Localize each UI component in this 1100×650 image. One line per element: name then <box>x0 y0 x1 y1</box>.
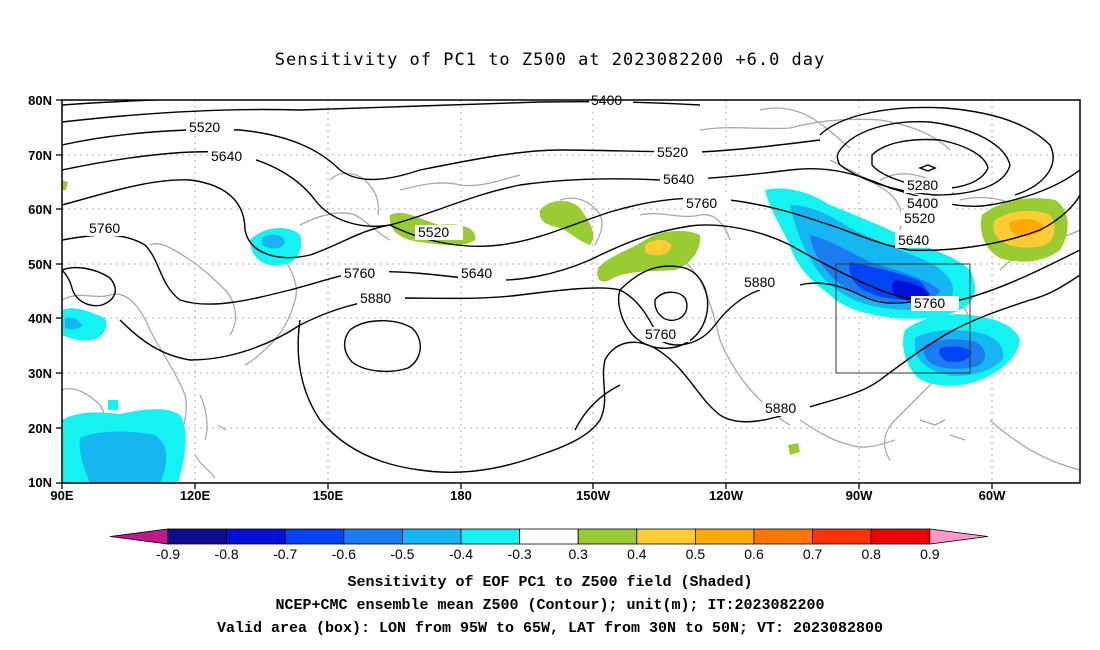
lon-label: 120E <box>180 488 211 503</box>
colorbar-swatch <box>636 528 696 545</box>
contour-label: 5280 <box>907 177 938 193</box>
lat-label: 80N <box>28 93 52 108</box>
contour-label: 5640 <box>663 171 694 187</box>
colorbar <box>109 528 988 545</box>
lon-label: 90E <box>50 488 73 503</box>
colorbar-swatch <box>226 528 286 545</box>
contour-label: 5880 <box>744 274 775 290</box>
lat-label: 40N <box>28 311 52 326</box>
colorbar-swatch <box>460 528 520 545</box>
colorbar-swatch <box>519 528 579 545</box>
caption-line-1: Sensitivity of EOF PC1 to Z500 field (Sh… <box>347 574 753 591</box>
contour-label: 5880 <box>360 290 391 306</box>
contour-label: 5520 <box>189 119 220 135</box>
contour-label: 5760 <box>914 295 945 311</box>
colorbar-low-end <box>109 528 169 545</box>
colorbar-swatch <box>577 528 638 545</box>
lat-label: 20N <box>28 421 52 436</box>
colorbar-label: -0.4 <box>449 546 473 562</box>
lat-label: 70N <box>28 148 52 163</box>
lon-label: 90W <box>846 488 873 503</box>
contour-label: 5520 <box>657 144 688 160</box>
lat-label: 30N <box>28 366 52 381</box>
colorbar-label: -0.6 <box>332 546 356 562</box>
colorbar-label: -0.8 <box>215 546 239 562</box>
contour-label: 5520 <box>904 210 935 226</box>
contour-label: 5760 <box>686 195 717 211</box>
colorbar-label: -0.3 <box>508 546 532 562</box>
colorbar-swatch <box>753 528 813 545</box>
chart-title: Sensitivity of PC1 to Z500 at 2023082200… <box>274 50 826 70</box>
colorbar-label: 0.9 <box>920 546 940 562</box>
contour-label: 5640 <box>211 148 242 164</box>
colorbar-label: -0.7 <box>273 546 297 562</box>
lat-label: 10N <box>28 475 52 490</box>
contour-label: 5640 <box>461 265 492 281</box>
contour-label: 5760 <box>645 326 676 342</box>
colorbar-swatch <box>401 528 462 545</box>
caption-line-3: Valid area (box): LON from 95W to 65W, L… <box>216 620 884 637</box>
colorbar-label: 0.7 <box>803 546 823 562</box>
colorbar-label: 0.8 <box>861 546 881 562</box>
colorbar-swatch <box>870 528 931 545</box>
contour-label: 5760 <box>344 265 375 281</box>
lon-label: 180 <box>450 488 472 503</box>
lon-label: 150E <box>313 488 344 503</box>
contour-label: 5640 <box>898 232 929 248</box>
contour-label: 5520 <box>418 224 449 240</box>
sensitivity-map: 5400 5520 5640 5760 5520 5640 5760 5520 … <box>28 92 1081 562</box>
tick-marks <box>56 99 993 489</box>
colorbar-swatch <box>343 528 403 545</box>
colorbar-label: 0.3 <box>568 546 588 562</box>
valid-area-box <box>835 263 971 374</box>
colorbar-high-end <box>929 528 988 545</box>
colorbar-labels: -0.9 -0.8 -0.7 -0.6 -0.5 -0.4 -0.3 0.3 0.4 0.5 0.6… <box>156 546 940 562</box>
lon-label: 120W <box>709 488 744 503</box>
colorbar-swatch <box>695 528 755 545</box>
colorbar-swatch <box>167 528 227 545</box>
lon-label: 150W <box>576 488 611 503</box>
colorbar-label: -0.9 <box>156 546 180 562</box>
lat-label: 60N <box>28 202 52 217</box>
lon-label: 60W <box>979 488 1006 503</box>
caption-line-2: NCEP+CMC ensemble mean Z500 (Contour); u… <box>275 597 825 614</box>
contour-label: 5880 <box>765 400 796 416</box>
colorbar-label: 0.4 <box>627 546 647 562</box>
plot-frame <box>61 99 1081 484</box>
colorbar-label: -0.5 <box>390 546 414 562</box>
colorbar-swatch <box>284 528 345 545</box>
colorbar-label: 0.6 <box>744 546 764 562</box>
colorbar-label: 0.5 <box>686 546 706 562</box>
colorbar-swatch <box>812 528 872 545</box>
lat-label: 50N <box>28 257 52 272</box>
contour-label: 5400 <box>907 195 938 211</box>
contour-labels: 5400 5520 5640 5760 5520 5640 5760 5520 … <box>86 92 959 416</box>
contour-label: 5760 <box>89 220 120 236</box>
